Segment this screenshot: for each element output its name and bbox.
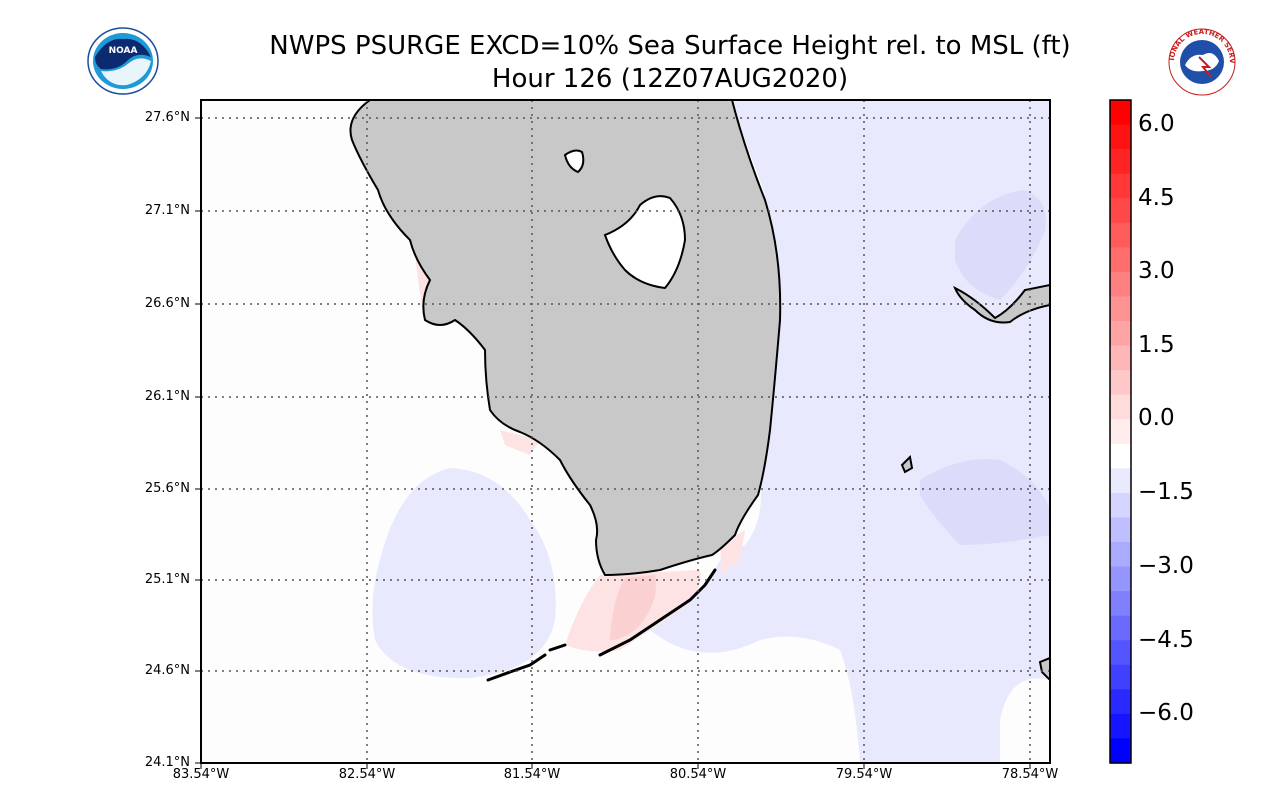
- map-subtitle: Hour 126 (12Z07AUG2020): [491, 64, 849, 94]
- colorbar-band: [1110, 468, 1131, 494]
- colorbar-band: [1110, 738, 1131, 764]
- lake-istokpoga: [563, 149, 585, 174]
- colorbar-band: [1110, 689, 1131, 715]
- colorbar-band: [1110, 713, 1131, 740]
- lat-label: 26.1°N: [144, 389, 190, 404]
- colorbar-band: [1110, 492, 1131, 519]
- map-frame: [200, 99, 1051, 764]
- colorbar-label: 4.5: [1138, 185, 1175, 211]
- colorbar-frame: [1109, 99, 1132, 764]
- andros-land: [1038, 656, 1050, 682]
- florida-bay-core-positive-surge: [610, 575, 656, 640]
- florida-keys: [486, 568, 717, 682]
- colorbar-band: [1110, 222, 1131, 248]
- lat-label: 24.1°N: [144, 755, 190, 770]
- colorbar-band: [1110, 296, 1131, 322]
- colorbar-band: [1110, 615, 1131, 641]
- colorbar-label: −6.0: [1138, 700, 1194, 726]
- colorbar-label: 1.5: [1138, 332, 1175, 358]
- graticule: [201, 100, 1050, 763]
- colorbar-band: [1110, 591, 1131, 617]
- lon-label: 78.54°W: [1001, 767, 1059, 782]
- grand-bahama-negative-surge-patch: [920, 459, 1050, 545]
- lon-label: 82.54°W: [338, 767, 396, 782]
- lon-label: 81.54°W: [503, 767, 561, 782]
- lon-label: 79.54°W: [835, 767, 893, 782]
- lat-label: 25.6°N: [144, 481, 190, 496]
- colorbar-band: [1110, 345, 1131, 371]
- bimini-land: [900, 454, 914, 474]
- colorbar-band: [1110, 198, 1131, 224]
- noaa-logo-icon: NOAA: [87, 27, 159, 95]
- lake-okeechobee: [603, 195, 687, 290]
- colorbar-band: [1110, 664, 1131, 690]
- colorbar-label: −1.5: [1138, 479, 1194, 505]
- colorbar-band: [1110, 443, 1131, 469]
- colorbar-band: [1110, 517, 1131, 543]
- colorbar-band: [1110, 100, 1131, 126]
- colorbar-band: [1110, 370, 1131, 396]
- ten-thousand-islands-positive-surge: [500, 430, 540, 455]
- lat-label: 24.6°N: [144, 663, 190, 678]
- lat-label: 25.1°N: [144, 572, 190, 587]
- colorbar-band: [1110, 419, 1131, 445]
- colorbar-band: [1110, 394, 1131, 420]
- colorbar-band: [1110, 566, 1131, 592]
- colorbar-label: −3.0: [1138, 553, 1194, 579]
- lon-label: 83.54°W: [172, 767, 230, 782]
- lat-label: 27.6°N: [144, 110, 190, 125]
- gulf-negative-surge-region: [372, 468, 556, 679]
- map-title: NWPS PSURGE EXCD=10% Sea Surface Height …: [269, 31, 1071, 61]
- svg-text:NOAA: NOAA: [109, 46, 138, 56]
- lat-label: 27.1°N: [144, 203, 190, 218]
- lat-label: 26.6°N: [144, 296, 190, 311]
- grand-bahama-land: [953, 283, 1050, 324]
- atlantic-negative-surge-region: [650, 100, 1050, 763]
- colorbar-band: [1110, 321, 1131, 347]
- colorbar-band: [1110, 271, 1131, 298]
- colorbar-label: 3.0: [1138, 258, 1175, 284]
- colorbar-band: [1110, 173, 1131, 199]
- colorbar-label: 6.0: [1138, 111, 1175, 137]
- colorbar-band: [1110, 247, 1131, 273]
- bahamas-negative-surge-patch: [955, 190, 1046, 300]
- colorbar-label: −4.5: [1138, 627, 1194, 653]
- colorbar-band: [1110, 124, 1131, 150]
- lon-label: 80.54°W: [669, 767, 727, 782]
- colorbar: [1110, 100, 1131, 764]
- colorbar-label: 0.0: [1138, 405, 1175, 431]
- nws-logo-icon: NATIONAL WEATHER SERVICE: [1165, 27, 1236, 96]
- colorbar-band: [1110, 542, 1131, 568]
- colorbar-band: [1110, 149, 1131, 175]
- colorbar-band: [1110, 640, 1131, 666]
